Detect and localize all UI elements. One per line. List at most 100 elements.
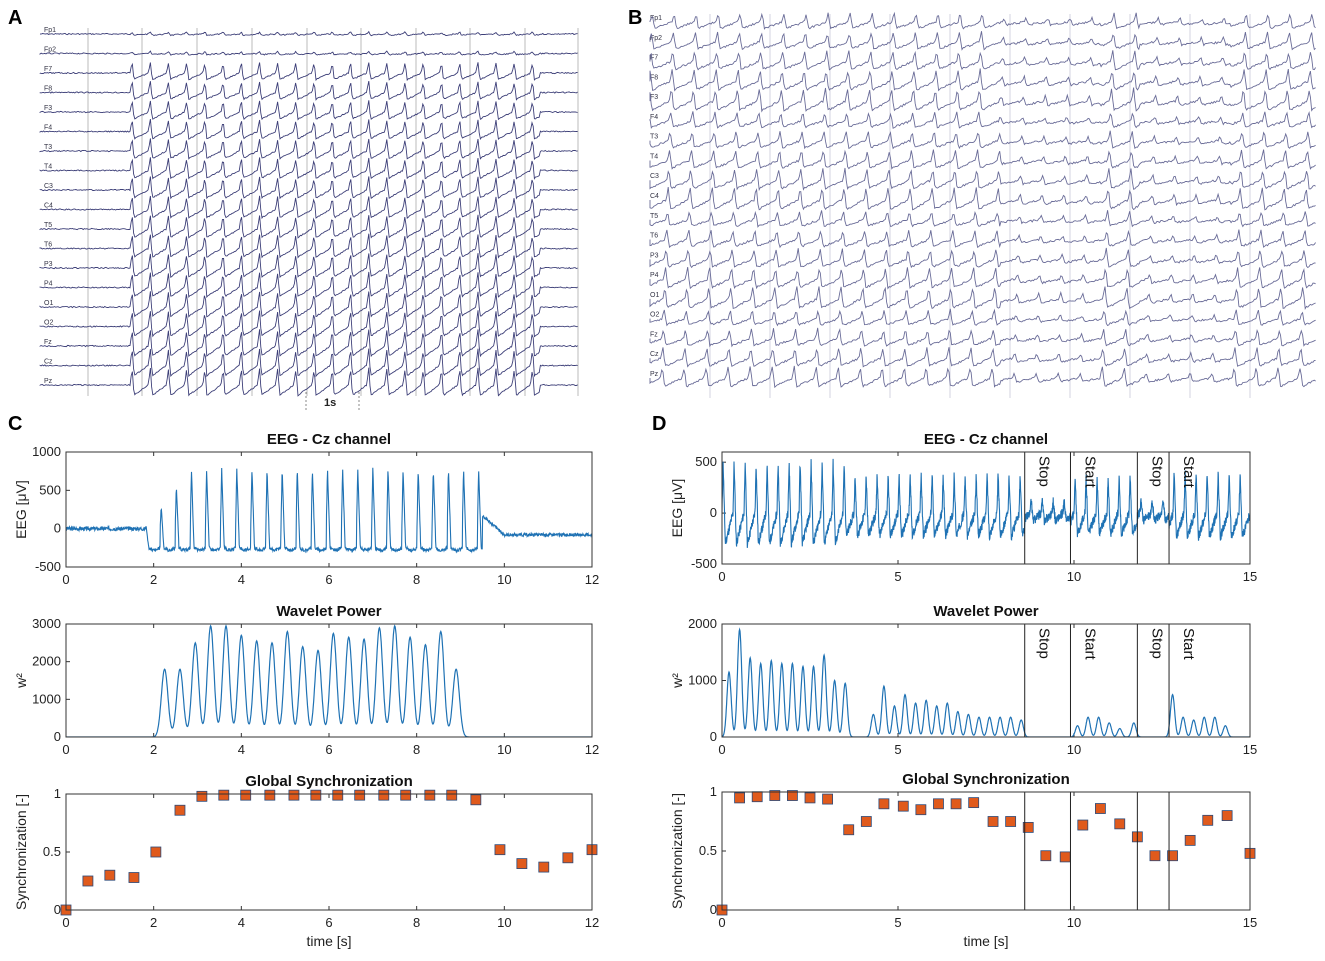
eeg-trace [39, 367, 578, 397]
eeg-trace [39, 81, 578, 101]
eeg-trace [39, 176, 578, 200]
sync-point [1059, 851, 1071, 863]
sync-point [104, 869, 116, 881]
sync-point [787, 790, 798, 801]
sync-point [240, 789, 252, 801]
channel-label: O2 [44, 320, 53, 327]
sync-point [1202, 814, 1214, 826]
eeg-trace [649, 167, 1316, 192]
x-tick-label: 12 [585, 915, 599, 930]
x-tick-label: 2 [150, 572, 157, 587]
x-tick-label: 6 [325, 915, 332, 930]
chart-title: Wavelet Power [276, 603, 381, 620]
eeg-trace [39, 214, 578, 239]
channel-label: F4 [650, 114, 658, 121]
y-axis-label: EEG [μV] [669, 479, 685, 538]
y-tick-label: 1000 [32, 691, 61, 706]
event-label: Start [1180, 628, 1197, 661]
eeg-trace [39, 253, 578, 279]
x-tick-label: 10 [497, 915, 511, 930]
channel-label: T6 [650, 233, 658, 240]
x-tick-label: 0 [62, 572, 69, 587]
sync-point [538, 861, 550, 873]
chart-c-global-sync: Global Synchronization 0 2 4 6 8 10 12 0 0.5 1 Sync… [13, 773, 599, 949]
y-tick-label: -500 [691, 556, 717, 571]
channel-label: Fz [44, 339, 52, 346]
y-tick-label: 0 [710, 505, 717, 520]
x-tick-label: 10 [497, 572, 511, 587]
event-label: Stop [1148, 628, 1165, 659]
eeg-trace [39, 291, 578, 318]
x-tick-label: 4 [238, 572, 245, 587]
channel-label: T6 [44, 242, 52, 249]
x-tick-label: 0 [718, 569, 725, 584]
eeg-trace [649, 50, 1316, 71]
eeg-trace [649, 229, 1316, 249]
x-tick-label: 8 [413, 572, 420, 587]
sync-point [196, 790, 208, 802]
sync-point [860, 816, 872, 827]
channel-label: Cz [44, 359, 53, 366]
plot-frame [721, 623, 1251, 738]
y-tick-label: 500 [695, 454, 717, 469]
channel-label: Fp1 [44, 27, 56, 34]
channel-label: O2 [650, 312, 659, 319]
x-tick-label: 6 [325, 572, 332, 587]
x-tick-label: 10 [1067, 742, 1081, 757]
wavelet-power-line [722, 627, 1250, 737]
plot-frame [721, 451, 1251, 565]
eeg-trace [649, 149, 1316, 170]
sync-point [264, 789, 276, 801]
eeg-trace [649, 87, 1316, 113]
sync-point [987, 816, 999, 827]
event-label: Stop [1036, 628, 1053, 659]
eeg-trace [39, 271, 578, 299]
sync-point [915, 804, 927, 816]
x-tick-label: 10 [1067, 915, 1081, 930]
x-axis-label: time [s] [306, 933, 351, 949]
channel-label: C4 [650, 193, 659, 200]
panel-label-a: A [8, 7, 22, 29]
y-tick-label: 0 [54, 729, 61, 744]
eeg-trace [39, 233, 578, 259]
event-label: Start [1081, 628, 1098, 661]
event-label: Stop [1148, 456, 1165, 487]
channel-label: P3 [44, 261, 53, 268]
event-label: Start [1180, 456, 1197, 489]
channel-label: Fp1 [650, 15, 662, 22]
sync-point [218, 789, 230, 801]
eeg-trace [39, 138, 578, 160]
plot-frame [65, 793, 593, 911]
channel-label: F7 [44, 66, 52, 73]
sync-point [843, 824, 855, 836]
eeg-trace [649, 31, 1316, 51]
y-axis-label: EEG [μV] [13, 480, 29, 539]
time-scale-label: 1s [324, 397, 336, 409]
x-tick-label: 12 [585, 572, 599, 587]
sync-point [950, 798, 962, 810]
channel-label: C3 [650, 173, 659, 180]
sync-point [1184, 834, 1196, 846]
channel-label: T3 [44, 144, 52, 151]
sync-point [822, 793, 833, 805]
y-tick-label: 0 [54, 902, 61, 917]
channel-label: P4 [650, 272, 659, 279]
chart-title: EEG - Cz channel [267, 431, 391, 448]
x-tick-label: 0 [62, 915, 69, 930]
sync-point [1167, 850, 1178, 862]
x-tick-label: 5 [894, 569, 901, 584]
y-tick-label: 0 [54, 521, 61, 536]
x-tick-label: 0 [62, 742, 69, 757]
channel-label: C4 [44, 203, 53, 210]
chart-c-wavelet-power: Wavelet Power 0 2 4 6 8 10 12 0 1000 2000 3000 w² [13, 603, 599, 757]
y-tick-label: 2000 [32, 654, 61, 669]
channel-label: Pz [650, 371, 659, 378]
eeg-trace [39, 62, 578, 82]
y-tick-label: 3000 [32, 616, 61, 631]
sync-point [332, 789, 344, 801]
channel-label: O1 [44, 300, 53, 307]
x-tick-label: 10 [497, 742, 511, 757]
sync-point [128, 872, 140, 883]
